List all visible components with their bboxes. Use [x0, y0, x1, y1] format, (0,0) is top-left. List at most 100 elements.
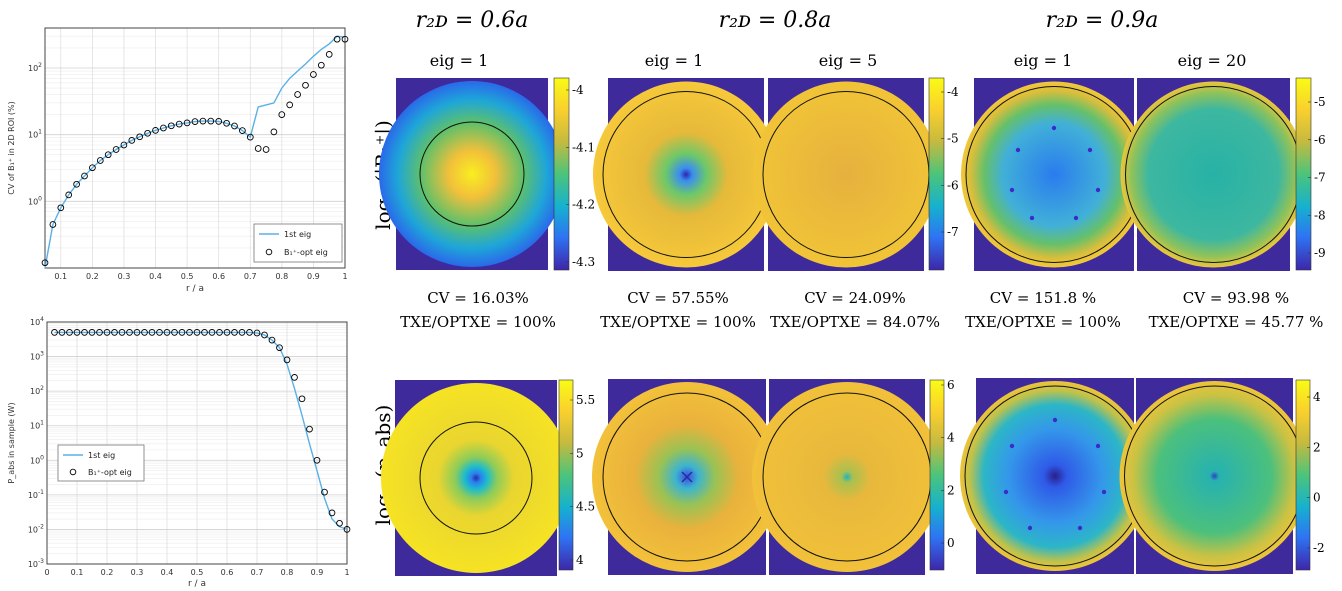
series-point-b1-opt-eig [118, 329, 126, 336]
series-point-b1-opt-eig [191, 118, 199, 125]
plot-cv-legend: 1st eig B₁⁺-opt eig [253, 223, 343, 263]
plot-cv-vs-r: 0.1 0.2 0.3 0.4 0.5 0.6 0.7 0.8 0.9 1 100 101 102 r… [7, 27, 349, 294]
colorbar-tick-label: -8 [1314, 208, 1326, 222]
colorbar-tick-label: -4.3 [572, 255, 595, 269]
x-tick-label: 0.6 [212, 272, 225, 281]
series-point-b1-opt-eig [51, 329, 58, 336]
legend-b1-opt-eig: B₁⁺-opt eig [284, 248, 328, 257]
x-tick-label: 0.5 [191, 568, 204, 577]
series-point-b1-opt-eig [133, 329, 141, 336]
y-tick-label: 104 [30, 316, 44, 327]
cv-08a-eig1: CV = 57.55% [627, 289, 729, 307]
colorbar-b1-08a: -4 -5 -6 -7 [928, 77, 959, 271]
legend-circle-mark [265, 248, 273, 256]
colorbar-tick-label: -9 [1314, 246, 1326, 260]
y-tick-label: 102 [28, 62, 42, 73]
cv-09a-eig20: CV = 93.98 % [1183, 289, 1289, 307]
series-point-b1-opt-eig [111, 329, 118, 336]
col-title-08a: r₂ᴅ = 0.8a [719, 8, 832, 33]
colorbar-tick-label: 4 [576, 553, 584, 567]
series-point-b1-opt-eig [175, 120, 183, 128]
series-point-b1-opt-eig [321, 488, 328, 496]
series-point-b1-opt-eig [73, 180, 80, 188]
eig-label-09a-1: eig = 1 [1014, 51, 1073, 70]
x-tick-label: 0.5 [181, 272, 194, 281]
series-point-b1-opt-eig [126, 329, 133, 336]
series-point-b1-opt-eig [201, 329, 208, 336]
legend-b1-opt-eig: B₁⁺-opt eig [88, 468, 132, 477]
colorbar-tick-label: 6 [947, 378, 955, 392]
series-point-b1-opt-eig [208, 329, 216, 336]
series-point-b1-opt-eig [81, 172, 88, 180]
series-point-b1-opt-eig [96, 157, 104, 164]
y-tick-label: 101 [28, 129, 42, 140]
series-point-b1-opt-eig [73, 329, 81, 336]
colorbar-tick-label: -4.2 [572, 198, 595, 212]
series-point-b1-opt-eig [317, 61, 325, 69]
series-point-b1-opt-eig [49, 221, 57, 228]
series-point-b1-opt-eig [215, 118, 223, 125]
heatmap-pabs-08a-eig1 [592, 379, 782, 575]
series-point-b1-opt-eig [298, 395, 306, 403]
series-point-b1-opt-eig [231, 122, 238, 130]
series-point-b1-opt-eig [246, 133, 254, 141]
y-tick-label: 102 [30, 385, 44, 396]
series-point-b1-opt-eig [96, 329, 103, 336]
x-tick-label: 0.1 [71, 568, 84, 577]
series-point-b1-opt-eig [58, 329, 66, 336]
y-tick-label: 10-1 [28, 489, 44, 500]
colorbar-tick-label: -6 [947, 178, 959, 192]
cv-06a-eig1: CV = 16.03% [427, 289, 529, 307]
series-point-b1-opt-eig [268, 336, 276, 344]
x-tick-label: 0.6 [221, 568, 234, 577]
x-tick-label: 0.7 [251, 568, 264, 577]
txe-09a-eig20: TXE/OPTXE = 45.77 % [1149, 313, 1324, 331]
x-tick-label: 0.9 [307, 272, 320, 281]
x-tick-label: 0.8 [281, 568, 294, 577]
series-point-b1-opt-eig [104, 151, 112, 159]
plot-pabs-xticks: 0 0.1 0.2 0.3 0.4 0.5 0.6 0.7 0.8 0.9 1 [44, 568, 349, 577]
series-point-b1-opt-eig [302, 81, 309, 89]
series-point-b1-opt-eig [278, 111, 286, 118]
colorbar-tick-label: 4 [1313, 390, 1321, 404]
series-point-b1-opt-eig [141, 329, 148, 336]
series-point-b1-opt-eig [160, 124, 167, 132]
series-point-b1-opt-eig [57, 204, 65, 212]
colorbar-tick-label: -5 [1314, 95, 1326, 109]
colorbar-tick-label: -2 [1313, 541, 1325, 555]
series-point-b1-opt-eig [152, 127, 159, 134]
colorbar-tick-label: -4 [947, 85, 959, 99]
cv-09a-eig1: CV = 151.8 % [990, 289, 1096, 307]
eig-label-06a: eig = 1 [430, 51, 489, 70]
colorbar-tick-label: -4.1 [572, 140, 595, 154]
series-point-b1-opt-eig [286, 101, 294, 109]
x-tick-label: 0.3 [131, 568, 144, 577]
eig-label-09a-20: eig = 20 [1178, 51, 1247, 70]
y-tick-label: 103 [30, 351, 44, 362]
plot-pabs-series [51, 329, 351, 533]
heatmap-b1-09a-eig20 [1120, 78, 1307, 271]
series-point-b1-opt-eig [261, 331, 268, 339]
series-point-b1-opt-eig [223, 329, 231, 336]
x-tick-label: 0.3 [118, 272, 131, 281]
series-point-b1-opt-eig [103, 329, 111, 336]
series-point-b1-opt-eig [310, 71, 317, 78]
colorbar-tick-label: 5.5 [576, 393, 595, 407]
legend-1st-eig: 1st eig [88, 451, 115, 460]
series-point-b1-opt-eig [291, 374, 298, 381]
x-tick-label: 0.9 [311, 568, 324, 577]
series-point-b1-opt-eig [136, 133, 144, 141]
series-point-b1-opt-eig [66, 329, 73, 336]
y-tick-label: 10-2 [28, 523, 44, 534]
x-tick-label: 1 [344, 568, 349, 577]
cv-08a-eig5: CV = 24.09% [804, 289, 906, 307]
series-point-b1-opt-eig [178, 329, 186, 336]
colorbar-tick-label: 2 [1313, 440, 1321, 454]
plot-pabs-xlabel: r / a [188, 579, 206, 589]
x-tick-label: 0.4 [161, 568, 174, 577]
x-tick-label: 0.7 [244, 272, 257, 281]
series-point-b1-opt-eig [163, 329, 171, 336]
colorbar-tick-label: -4 [572, 83, 584, 97]
x-tick-label: 0.2 [86, 272, 99, 281]
